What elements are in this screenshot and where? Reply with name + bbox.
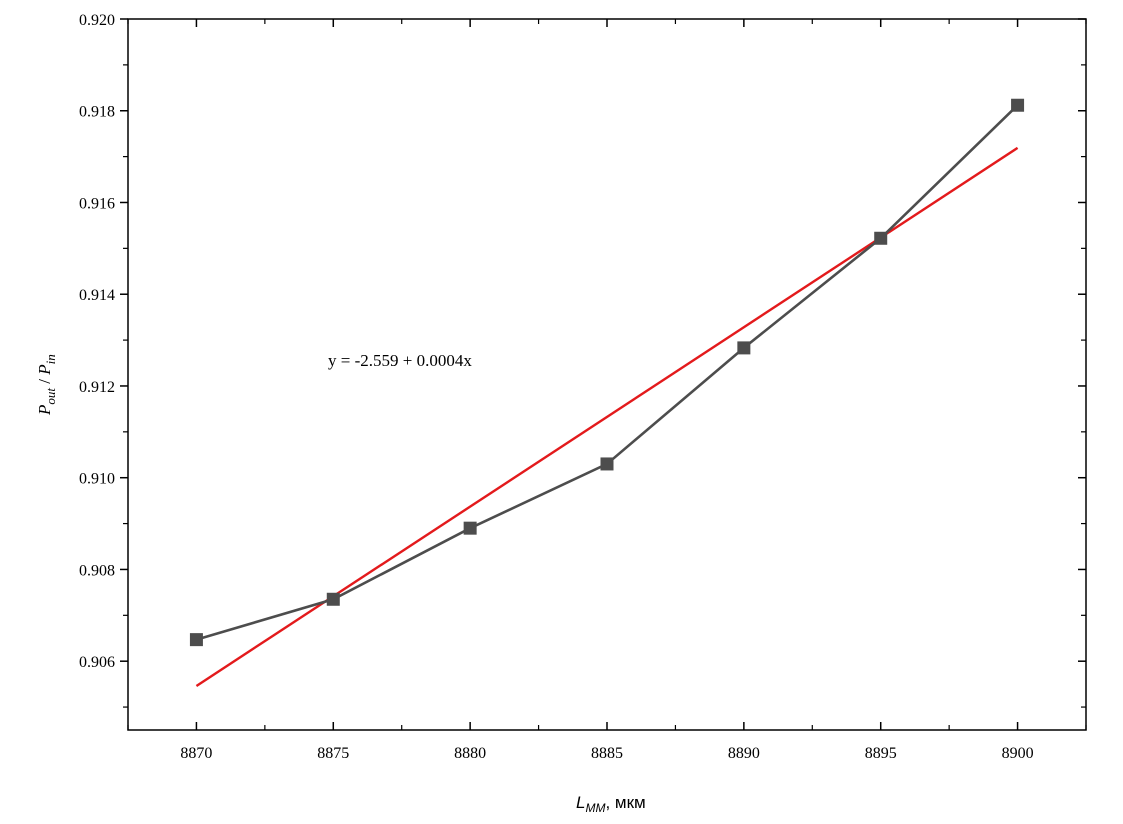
data-point-marker (874, 231, 888, 245)
x-tick-label: 8880 (454, 745, 486, 762)
y-axis-title-p2: P (35, 364, 54, 375)
fit-equation: y = -2.559 + 0.0004x (328, 351, 472, 370)
y-tick-label: 0.912 (79, 379, 115, 396)
x-tick-label: 8870 (180, 745, 212, 762)
data-point-marker (600, 457, 614, 471)
y-tick-label: 0.910 (79, 471, 115, 488)
x-tick-label: 8890 (728, 745, 760, 762)
data-point-marker (1011, 98, 1025, 112)
y-axis-title-sub1: out (43, 388, 58, 405)
x-axis-title-sub: MM (585, 801, 605, 815)
y-tick-label: 0.914 (79, 287, 115, 304)
series-line (196, 104, 1019, 641)
fit-line (195, 146, 1019, 687)
x-tick-label: 8885 (591, 745, 623, 762)
y-axis-title: Pout / Pin (35, 354, 58, 416)
x-tick-label: 8875 (317, 745, 349, 762)
plot-frame (127, 18, 1087, 731)
x-axis-title-main: L (576, 793, 585, 812)
data-point-marker (326, 592, 340, 606)
y-tick-label: 0.916 (79, 195, 115, 212)
x-tick-label: 8895 (865, 745, 897, 762)
y-tick-label: 0.920 (79, 12, 115, 29)
ticks (120, 18, 1087, 730)
data-point-marker (737, 341, 751, 355)
x-axis-title-suffix: , мкм (605, 793, 645, 812)
y-tick-label: 0.906 (79, 654, 115, 671)
x-tick-label: 8900 (1002, 745, 1034, 762)
y-axis-title-sub2: in (43, 354, 58, 364)
y-tick-label: 0.918 (79, 104, 115, 121)
tick-labels: 8870 8875 8880 8885 8890 8895 8900 0.906 0.908 0.… (79, 12, 1034, 762)
y-tick-label: 0.908 (79, 562, 115, 579)
data-point-marker (463, 521, 477, 535)
markers (189, 98, 1025, 647)
x-axis-title: LMM, мкм (576, 793, 646, 815)
y-axis-title-p1: P (35, 405, 54, 416)
y-axis-title-mid: / (35, 375, 54, 388)
data-point-marker (189, 633, 203, 647)
